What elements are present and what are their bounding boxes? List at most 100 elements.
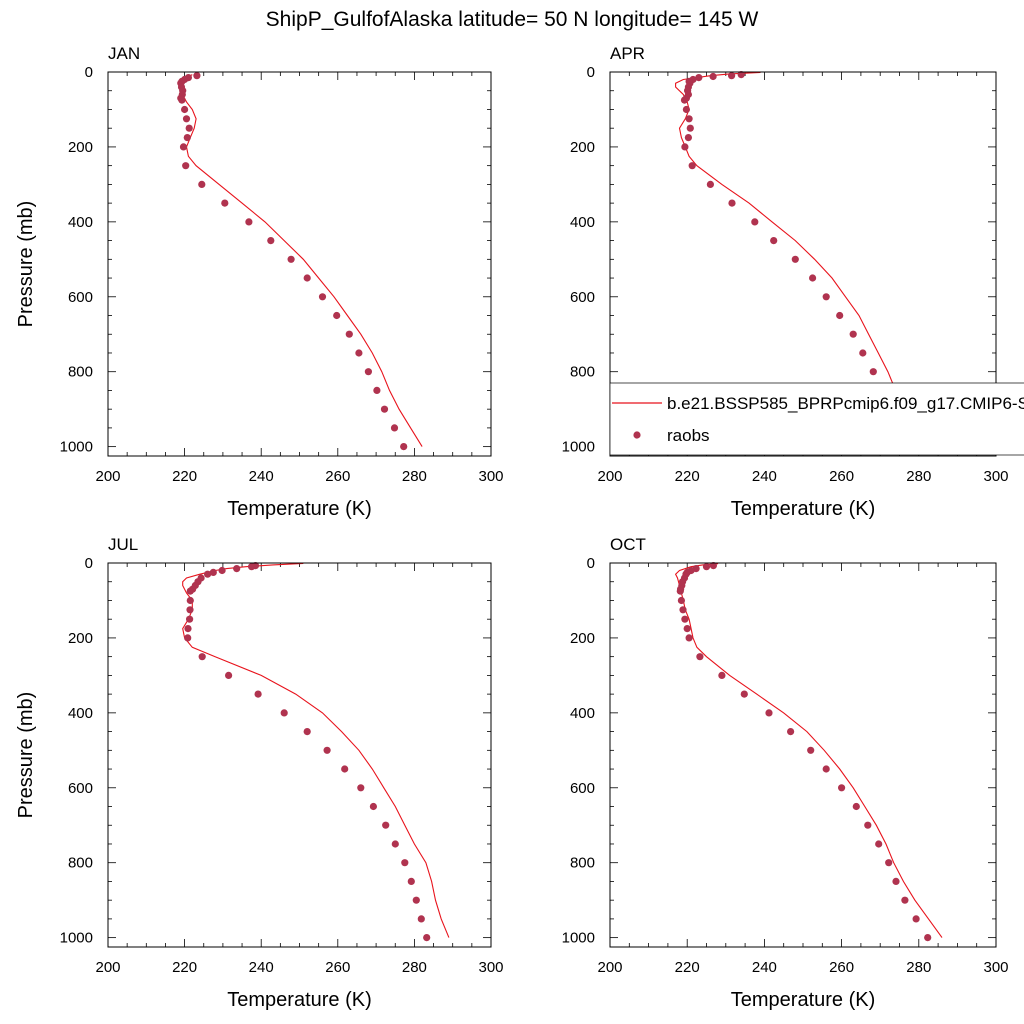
x-axis-label: Temperature (K) [227,989,372,1011]
y-tick-label: 800 [570,364,595,381]
obs-point [245,218,253,226]
model-series-line [674,563,943,938]
x-axis-label: Temperature (K) [731,498,876,520]
obs-point [696,653,704,661]
y-tick-label: 0 [587,555,595,572]
obs-point [198,653,206,661]
obs-point [391,840,399,848]
x-tick-label: 240 [249,959,274,976]
axis-ticks [609,562,997,947]
obs-point [688,162,696,170]
panel-jul: JUL 200 220 240 260 280 300 0 200 400 600 800 1000 Te… [15,535,504,1011]
y-tick-label: 1000 [562,930,595,947]
plot-frame [609,71,997,457]
y-tick-label: 0 [85,555,93,572]
obs-point [718,671,726,680]
obs-point [221,199,229,207]
obs-point [373,386,381,394]
x-tick-label: 200 [597,959,622,976]
obs-point [740,690,748,698]
obs-point [225,671,233,680]
x-tick-label: 240 [249,468,274,485]
obs-point [864,821,872,829]
y-tick-label: 800 [570,855,595,872]
legend: b.e21.BSSP585_BPRPcmip6.f09_g17.CMIP6-SS… [609,382,1024,456]
obs-point [193,72,201,80]
obs-point [791,255,799,263]
legend-box [609,382,1024,456]
legend-obs-marker [633,431,641,439]
obs-point [838,784,846,792]
obs-point [702,563,711,571]
obs-point [809,274,817,282]
obs-point [357,784,365,792]
obs-point [676,587,684,595]
obs-point [184,625,192,633]
obs-point [218,566,226,575]
y-tick-label: 200 [570,630,595,647]
obs-point [233,565,241,573]
panel-oct: OCT 200 220 240 260 280 300 0 200 400 600 800 1000 Te… [562,535,1009,1011]
obs-point [695,74,703,82]
x-tick-label: 300 [478,959,503,976]
obs-point [679,606,687,614]
obs-point [179,143,188,151]
obs-point [849,330,857,338]
y-tick-label: 0 [587,64,595,81]
obs-point [345,330,353,338]
y-tick-label: 1000 [60,439,93,456]
obs-point [364,368,372,376]
y-tick-label: 400 [68,214,93,231]
x-tick-label: 200 [95,959,120,976]
x-axis-label: Temperature (K) [731,989,876,1011]
obs-point [186,615,194,623]
x-tick-label: 300 [983,959,1008,976]
y-tick-label: 400 [570,705,595,722]
obs-point [254,690,262,698]
legend-model-label: b.e21.BSSP585_BPRPcmip6.f09_g17.CMIP6-SS… [667,394,1024,413]
obs-point [852,802,860,811]
obs-point [770,237,778,245]
y-tick-label: 200 [570,139,595,156]
obs-point [178,96,186,104]
obs-point [183,134,191,142]
x-tick-label: 260 [325,959,350,976]
obs-point [382,821,390,829]
obs-point [184,634,192,642]
obs-point [412,896,420,904]
model-series-line [182,562,450,938]
obs-point [681,615,689,623]
obs-point [423,934,431,942]
plot-area [177,72,423,451]
obs-point [417,915,425,923]
panel-label: APR [610,44,645,63]
x-tick-label: 200 [597,468,622,485]
obs-point [318,293,327,301]
obs-point [737,71,745,79]
x-tick-label: 220 [172,959,197,976]
obs-point [182,162,190,170]
y-tick-label: 1000 [60,930,93,947]
obs-point [681,143,689,151]
obs-point [822,765,830,773]
y-tick-label: 600 [68,780,93,797]
x-tick-label: 220 [172,468,197,485]
x-tick-label: 240 [752,959,777,976]
obs-point [709,72,717,81]
obs-point [901,896,909,904]
obs-point [682,105,691,114]
obs-point [186,596,194,605]
panel-label: OCT [610,535,646,554]
obs-point [869,368,877,376]
panel-label: JUL [108,535,138,554]
obs-point [209,568,217,577]
obs-point [728,199,736,207]
obs-point [859,349,867,357]
plot-frame [107,562,492,948]
x-tick-label: 300 [478,468,503,485]
y-axis-label: Pressure (mb) [15,692,37,819]
panel-label: JAN [108,44,140,63]
y-tick-label: 200 [68,630,93,647]
obs-point [686,124,694,132]
